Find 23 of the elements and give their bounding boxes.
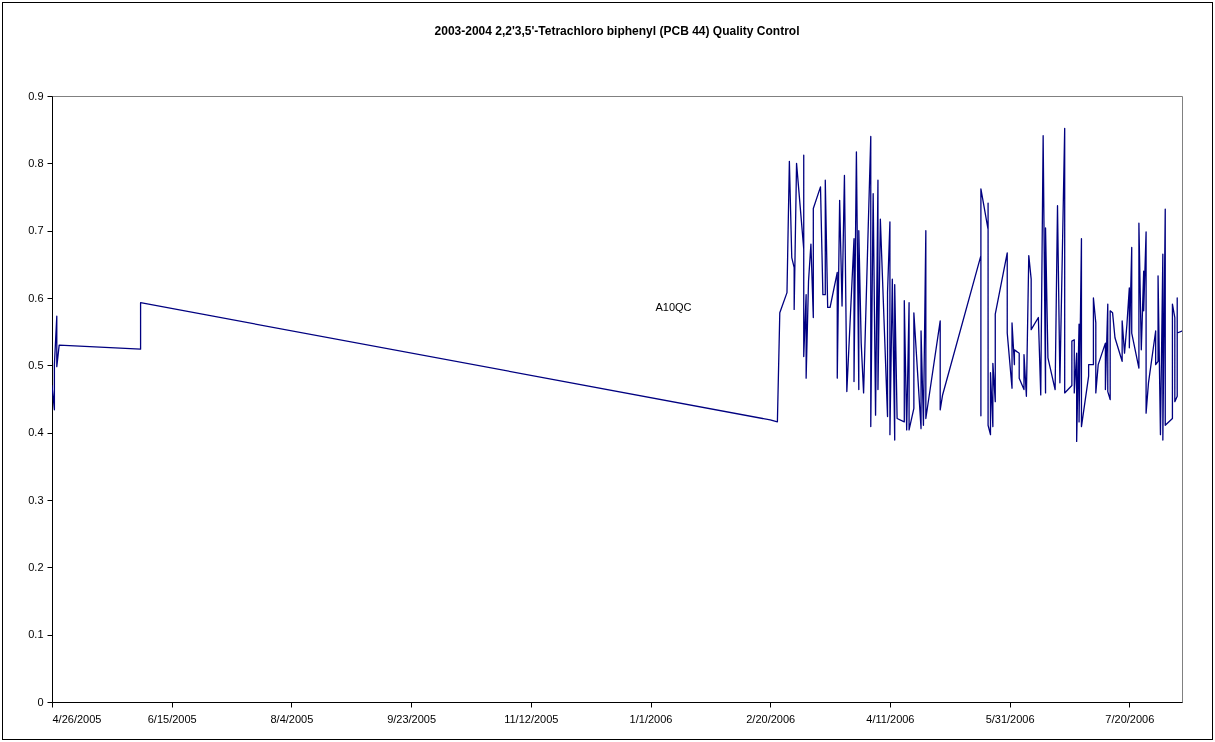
- y-tick-label: 0: [37, 695, 44, 708]
- chart-title: 2003-2004 2,2'3,5'-Tetrachloro biphenyl (PCB 44) Quality Control: [434, 24, 800, 38]
- y-tick-label: 0.8: [28, 156, 44, 169]
- x-tick-label: 1/1/2006: [629, 712, 673, 725]
- y-tick-label: 0.1: [28, 628, 44, 641]
- y-tick-label: 0.7: [28, 224, 44, 237]
- x-tick-label: 9/23/2005: [387, 712, 437, 725]
- y-tick-label: 0.2: [28, 560, 44, 573]
- x-tick-label: 8/4/2005: [270, 712, 314, 725]
- annotation: A10QC: [655, 301, 692, 314]
- x-tick-label: 4/11/2006: [866, 712, 915, 725]
- x-tick-label: 2/20/2006: [746, 712, 796, 725]
- y-tick-label: 0.3: [28, 493, 44, 506]
- x-tick-label: 4/26/2005: [52, 712, 102, 725]
- x-tick-label: 11/12/2005: [504, 712, 559, 725]
- line-series: [52, 127, 1182, 443]
- x-tick-label: 6/15/2005: [147, 712, 197, 725]
- y-tick-label: 0.9: [28, 89, 44, 102]
- y-tick-label: 0.6: [28, 291, 44, 304]
- x-tick-label: 7/20/2006: [1105, 712, 1155, 725]
- y-tick-label: 0.5: [28, 358, 44, 371]
- x-tick-label: 5/31/2006: [985, 712, 1035, 725]
- y-tick-label: 0.4: [28, 426, 44, 439]
